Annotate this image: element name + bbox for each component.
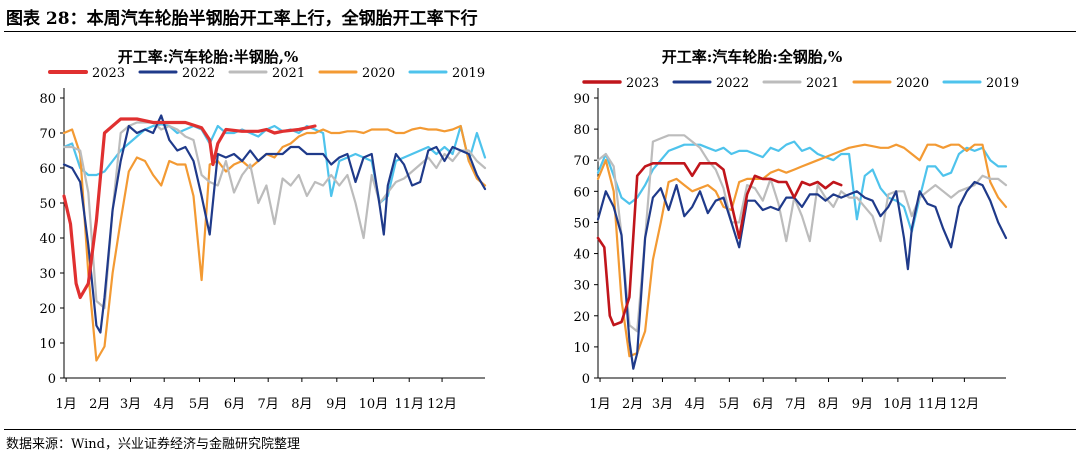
x-tick-label: 7月: [785, 397, 806, 412]
y-tick-label: 0: [582, 372, 590, 387]
top-divider: [4, 31, 1076, 32]
source-note: 数据来源：Wind，兴业证券经济与金融研究院整理: [6, 437, 300, 452]
x-tick-label: 8月: [818, 397, 839, 412]
x-tick-label: 1月: [55, 397, 76, 412]
y-tick-label: 20: [573, 310, 590, 325]
y-tick-label: 30: [573, 279, 590, 294]
x-tick-label: 6月: [753, 397, 774, 412]
x-tick-label: 1月: [589, 397, 610, 412]
x-tick-label: 7月: [258, 397, 279, 412]
y-tick-label: 30: [39, 267, 56, 282]
y-tick-label: 70: [573, 154, 590, 169]
series-line-2023: [596, 162, 843, 327]
legend-label-2022: 2022: [716, 76, 749, 91]
chart-semi-steel-tire: 开工率:汽车轮胎:半钢胎,%2023 2022 2021 2020 2019 0 10 20 3…: [39, 48, 487, 412]
chart-title: 开工率:汽车轮胎:全钢胎,%: [662, 48, 843, 66]
y-tick-label: 50: [39, 197, 56, 212]
y-tick-label: 60: [39, 162, 56, 177]
series-line-2022: [62, 114, 487, 334]
legend-label-2023: 2023: [92, 66, 125, 81]
bottom-divider: [4, 429, 1076, 430]
x-tick-label: 12月: [950, 397, 980, 412]
y-tick-label: 10: [573, 341, 590, 356]
x-tick-label: 6月: [224, 397, 245, 412]
legend-label-2022: 2022: [182, 66, 215, 81]
y-tick-label: 80: [39, 92, 56, 107]
legend-label-2020: 2020: [362, 66, 395, 81]
chart-title: 开工率:汽车轮胎:半钢胎,%: [118, 48, 299, 66]
legend-label-2023: 2023: [626, 76, 659, 91]
series-line-2019: [62, 123, 487, 205]
x-tick-label: 11月: [918, 397, 948, 412]
series-line-2022: [596, 180, 1008, 370]
series-line-2020: [596, 143, 1008, 358]
x-tick-label: 3月: [120, 397, 141, 412]
y-tick-label: 70: [39, 127, 56, 142]
x-tick-label: 2月: [89, 397, 110, 412]
x-tick-label: 5月: [189, 397, 210, 412]
chart-all-steel-tire: 开工率:汽车轮胎:全钢胎,%2023 2022 2021 2020 2019 0 10 20 3…: [573, 48, 1019, 412]
y-tick-label: 10: [39, 337, 56, 352]
y-tick-label: 90: [573, 92, 590, 107]
x-tick-label: 9月: [852, 397, 873, 412]
series-line-2023: [62, 117, 317, 300]
x-tick-label: 5月: [719, 397, 740, 412]
y-tick-label: 40: [573, 248, 590, 263]
figure-caption: 图表 28：本周汽车轮胎半钢胎开工率上行，全钢胎开工率下行: [6, 9, 478, 29]
y-tick-label: 20: [39, 302, 56, 317]
x-tick-label: 10月: [883, 397, 913, 412]
legend-label-2020: 2020: [896, 76, 929, 91]
x-tick-label: 3月: [652, 397, 673, 412]
x-tick-label: 10月: [359, 397, 389, 412]
x-tick-label: 11月: [394, 397, 424, 412]
x-tick-label: 8月: [291, 397, 312, 412]
x-tick-label: 2月: [622, 397, 643, 412]
x-tick-label: 4月: [154, 397, 175, 412]
y-tick-label: 40: [39, 232, 56, 247]
x-tick-label: 9月: [326, 397, 347, 412]
series-line-2021: [596, 134, 1008, 333]
y-tick-label: 80: [573, 123, 590, 138]
legend-label-2019: 2019: [452, 66, 485, 81]
x-tick-label: 12月: [427, 397, 457, 412]
legend-label-2021: 2021: [806, 76, 839, 91]
y-tick-label: 0: [48, 372, 56, 387]
legend-label-2021: 2021: [272, 66, 305, 81]
series-line-2021: [62, 121, 487, 310]
y-tick-label: 50: [573, 216, 590, 231]
y-tick-label: 60: [573, 185, 590, 200]
legend-label-2019: 2019: [986, 76, 1019, 91]
series-line-2019: [596, 140, 1008, 233]
x-tick-label: 4月: [684, 397, 705, 412]
series-line-2020: [62, 124, 487, 362]
